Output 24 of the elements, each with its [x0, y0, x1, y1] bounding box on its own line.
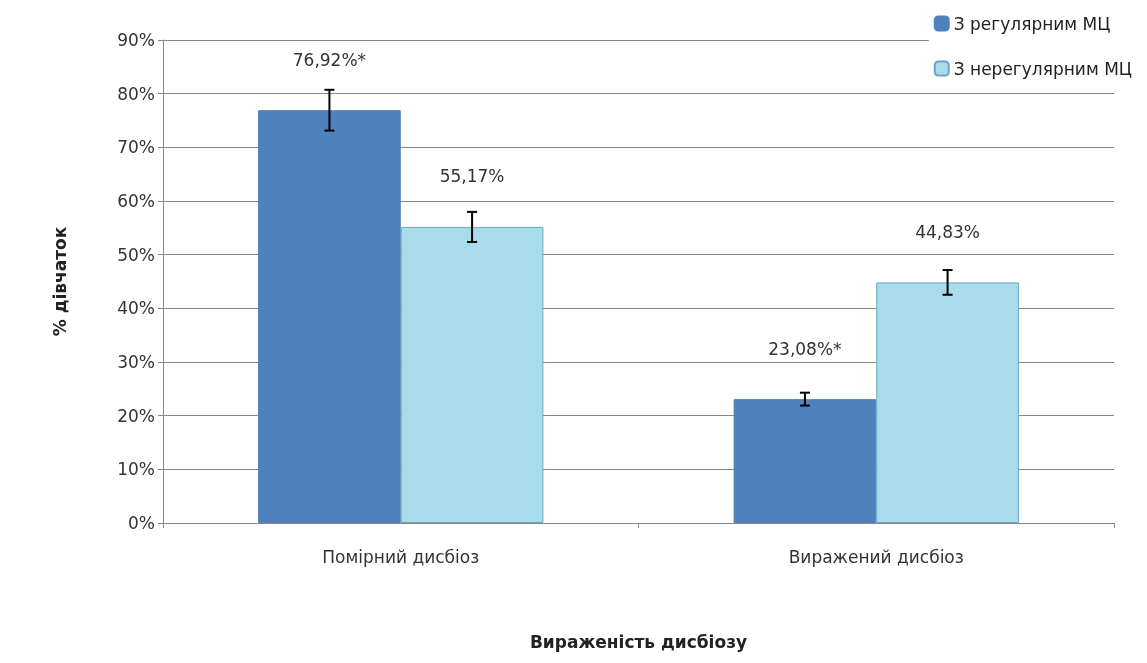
y-tick-label: 50%	[117, 244, 155, 265]
data-label: 44,83%	[915, 221, 980, 242]
bar	[400, 226, 544, 523]
x-tick-label: Виражений дисбіоз	[788, 546, 964, 567]
y-tick-label: 30%	[117, 352, 155, 372]
bar	[733, 399, 877, 523]
bar	[258, 110, 401, 523]
data-label: 76,92%*	[292, 49, 367, 70]
data-label: 23,08%*	[768, 338, 842, 359]
x-axis-title: Вираженість дисбіозу	[529, 631, 748, 652]
data-label: 55,17%	[439, 166, 505, 187]
y-axis-title: % дівчаток	[49, 226, 70, 337]
y-tick-label: 40%	[117, 298, 155, 319]
legend-label: З регулярним МЦ	[953, 13, 1111, 34]
y-tick-label: 90%	[117, 30, 155, 50]
y-tick-label: 10%	[117, 459, 155, 480]
legend-label: З нерегулярним МЦ	[953, 58, 1133, 79]
y-tick-label: 60%	[117, 191, 155, 211]
y-tick-label: 70%	[117, 137, 155, 158]
bar	[876, 282, 1019, 523]
y-tick-label: 20%	[117, 405, 155, 426]
y-tick-label: 0%	[128, 513, 155, 533]
x-tick-label: Помірний дисбіоз	[322, 546, 480, 567]
y-tick-label: 80%	[117, 83, 155, 104]
